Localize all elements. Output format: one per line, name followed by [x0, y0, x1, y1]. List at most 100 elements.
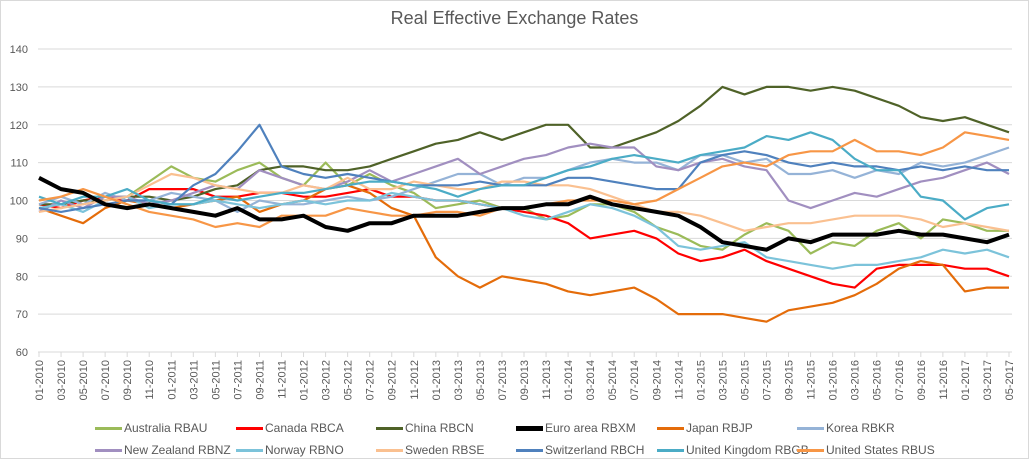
x-tick-label: 03-2014 — [585, 360, 597, 400]
series-line-korea-rbkr — [38, 146, 1010, 213]
legend-swatch — [657, 426, 684, 430]
y-tick-label: 60 — [16, 347, 28, 359]
x-tick-label: 07-2013 — [497, 360, 509, 400]
x-tick-label: 03-2010 — [56, 360, 68, 400]
legend-item: Australia RBAU — [95, 421, 207, 435]
y-tick-label: 110 — [10, 158, 28, 170]
x-tick-label: 11-2012 — [409, 360, 421, 400]
legend-swatch — [797, 426, 824, 430]
legend-swatch — [516, 425, 543, 431]
x-tick-label: 11-2010 — [144, 360, 156, 400]
x-tick-label: 05-2015 — [739, 360, 751, 400]
x-tick-label: 03-2013 — [453, 360, 465, 400]
x-tick-label: 09-2014 — [651, 360, 663, 400]
x-tick-label: 07-2010 — [100, 360, 112, 400]
x-tick-label: 09-2011 — [254, 360, 266, 400]
x-tick-label: 05-2010 — [78, 360, 90, 400]
legend-item: Switzerland RBCH — [516, 443, 644, 457]
legend-label: Japan RBJP — [686, 421, 753, 435]
legend-label: China RBCN — [405, 421, 474, 435]
legend-swatch — [95, 426, 122, 430]
legend-label: Australia RBAU — [124, 421, 208, 435]
series-line-sweden-rbse — [38, 172, 1010, 232]
series-line-canada-rbca — [38, 188, 1010, 289]
series-line-norway-rbno — [38, 191, 1010, 270]
x-tick-label: 05-2014 — [607, 360, 619, 400]
x-tick-label: 01-2017 — [960, 360, 972, 400]
x-tick-label: 03-2016 — [850, 360, 862, 400]
x-tick-label: 03-2011 — [188, 360, 200, 400]
legend-swatch — [236, 426, 263, 430]
legend-label: Canada RBCA — [265, 421, 344, 435]
x-tick-label: 05-2016 — [872, 360, 884, 400]
legend-label: Korea RBKR — [826, 421, 895, 435]
x-tick-label: 09-2010 — [122, 360, 134, 400]
legend-item: United Kingdom RBGB — [657, 443, 809, 457]
legend-swatch — [236, 448, 263, 452]
x-tick-label: 07-2012 — [365, 360, 377, 400]
legend-label: Euro area RBXM — [545, 421, 636, 435]
x-tick-label: 07-2015 — [762, 360, 774, 400]
x-tick-label: 05-2012 — [343, 360, 355, 400]
legend-item: China RBCN — [376, 421, 474, 435]
x-tick-label: 11-2016 — [938, 360, 950, 400]
x-tick-label: 09-2015 — [784, 360, 796, 400]
y-tick-label: 140 — [10, 44, 28, 56]
x-tick-label: 05-2013 — [475, 360, 487, 400]
series-line-china-rbcn — [39, 85, 1010, 206]
x-tick-label: 03-2017 — [982, 360, 994, 400]
y-tick-label: 120 — [10, 120, 28, 132]
y-tick-label: 70 — [16, 309, 28, 321]
y-tick-label: 90 — [16, 233, 28, 245]
legend-item: Japan RBJP — [657, 421, 753, 435]
legend-swatch — [657, 448, 684, 452]
x-tick-label: 01-2015 — [695, 360, 707, 400]
legend-item: Korea RBKR — [797, 421, 895, 435]
x-tick-label: 11-2013 — [541, 360, 553, 400]
x-tick-label: 01-2014 — [563, 360, 575, 400]
x-tick-label: 09-2012 — [387, 360, 399, 400]
y-tick-label: 80 — [16, 271, 28, 283]
legend-swatch — [516, 448, 543, 452]
legend-item: Canada RBCA — [236, 421, 344, 435]
legend-swatch — [376, 426, 403, 430]
x-tick-label: 11-2015 — [806, 360, 818, 400]
series-line-japan-rbjp — [38, 184, 1009, 323]
series-line-euro-area-rbxm — [38, 176, 1010, 252]
x-tick-label: 07-2016 — [894, 360, 906, 400]
x-tick-label: 05-2017 — [1004, 360, 1016, 400]
x-tick-label: 09-2016 — [916, 360, 928, 400]
x-tick-label: 11-2011 — [277, 360, 289, 399]
x-tick-label: 05-2011 — [210, 360, 222, 400]
legend-swatch — [95, 448, 122, 452]
legend-item: Norway RBNO — [236, 443, 344, 457]
x-tick-label: 01-2011 — [166, 360, 178, 400]
legend-label: Sweden RBSE — [405, 443, 485, 457]
x-tick-label: 03-2015 — [717, 360, 729, 400]
legend-label: New Zealand RBNZ — [124, 443, 231, 457]
legend-label: United Kingdom RBGB — [686, 443, 809, 457]
y-tick-label: 130 — [10, 82, 28, 94]
legend-label: Switzerland RBCH — [545, 443, 645, 457]
legend-label: United States RBUS — [826, 443, 935, 457]
x-tick-label: 01-2013 — [431, 360, 443, 400]
x-tick-label: 01-2016 — [828, 360, 840, 400]
x-tick-label: 07-2011 — [232, 360, 244, 400]
legend-item: New Zealand RBNZ — [95, 443, 231, 457]
x-tick-label: 01-2012 — [299, 360, 311, 400]
legend-item: Euro area RBXM — [516, 421, 636, 435]
legend-swatch — [797, 448, 824, 452]
series-line-united-kingdom-rbgb — [38, 131, 1010, 221]
x-tick-label: 09-2013 — [519, 360, 531, 400]
x-tick-label: 11-2014 — [673, 360, 685, 400]
legend-swatch — [376, 448, 403, 452]
x-tick-label: 07-2014 — [629, 360, 641, 400]
x-tick-label: 01-2010 — [34, 360, 46, 400]
series-line-new-zealand-rbnz — [38, 142, 1010, 213]
legend-item: Sweden RBSE — [376, 443, 484, 457]
x-tick-label: 03-2012 — [321, 360, 333, 400]
legend-item: United States RBUS — [797, 443, 935, 457]
y-tick-label: 100 — [10, 196, 28, 208]
